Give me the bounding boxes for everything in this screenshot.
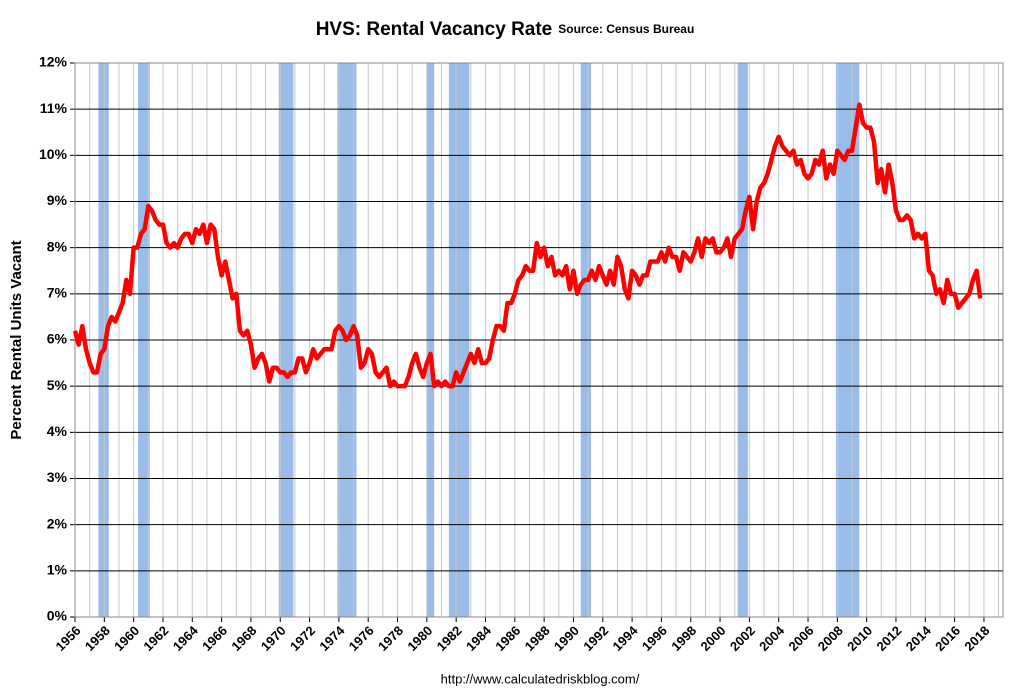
footer: http://www.calculatedriskblog.com/ xyxy=(441,671,640,686)
x-tick-label: 1956 xyxy=(52,623,83,654)
x-tick-label: 1960 xyxy=(111,623,142,654)
x-tick-label: 1982 xyxy=(434,623,465,654)
y-tick-label: 1% xyxy=(47,562,68,578)
title: HVS: Rental Vacancy Rate xyxy=(316,19,553,40)
x-tick-label: 1986 xyxy=(492,623,523,654)
y-tick-label: 8% xyxy=(47,238,68,254)
y-tick-label: 5% xyxy=(47,377,68,393)
x-tick-label: 2006 xyxy=(786,623,817,654)
x-tick-label: 1994 xyxy=(610,622,642,654)
y-tick-label: 0% xyxy=(47,608,68,624)
x-tick-label: 2004 xyxy=(756,622,788,654)
x-tick-label: 1984 xyxy=(463,622,495,654)
x-tick-label: 2018 xyxy=(961,623,992,654)
x-tick-label: 1992 xyxy=(580,623,611,654)
x-tick-label: 1988 xyxy=(522,623,553,654)
x-tick-label: 1958 xyxy=(82,623,113,654)
y-tick-label: 4% xyxy=(47,423,68,439)
y-tick-label: 3% xyxy=(47,469,68,485)
plot-frame xyxy=(74,62,1004,618)
x-tick-label: 2000 xyxy=(698,623,729,654)
data-line xyxy=(72,102,983,389)
x-tick-label: 2012 xyxy=(873,623,904,654)
subtitle: Source: Census Bureau xyxy=(558,22,694,36)
y-tick-label: 7% xyxy=(47,285,68,301)
y-axis-label: Percent Rental Units Vacant xyxy=(8,240,25,439)
y-tick-label: 12% xyxy=(39,54,68,70)
x-tick-label: 1970 xyxy=(258,623,289,654)
x-tick-label: 2008 xyxy=(815,623,846,654)
x-tick-label: 1990 xyxy=(551,623,582,654)
x-tick-label: 2014 xyxy=(903,622,935,654)
x-tick-label: 1968 xyxy=(228,623,259,654)
x-tick-label: 1980 xyxy=(404,623,435,654)
x-tick-label: 1998 xyxy=(668,623,699,654)
y-tick-label: 11% xyxy=(40,100,68,116)
y-tick-label: 6% xyxy=(47,331,68,347)
x-tick-label: 1962 xyxy=(140,623,171,654)
x-tick-label: 1964 xyxy=(170,622,202,654)
x-tick-label: 2010 xyxy=(844,623,875,654)
y-tick-label: 10% xyxy=(39,146,68,162)
x-tick-label: 2002 xyxy=(727,623,758,654)
x-tick-label: 1978 xyxy=(375,623,406,654)
x-tick-label: 1974 xyxy=(316,622,348,654)
y-tick-label: 9% xyxy=(47,192,68,208)
x-tick-label: 1996 xyxy=(639,623,670,654)
x-tick-label: 2016 xyxy=(932,623,963,654)
x-tick-label: 1972 xyxy=(287,623,318,654)
y-tick-label: 2% xyxy=(47,515,68,531)
x-tick-label: 1976 xyxy=(346,623,377,654)
x-tick-label: 1966 xyxy=(199,623,230,654)
chart-title: HVS: Rental Vacancy Rate Source: Census B… xyxy=(316,19,695,40)
